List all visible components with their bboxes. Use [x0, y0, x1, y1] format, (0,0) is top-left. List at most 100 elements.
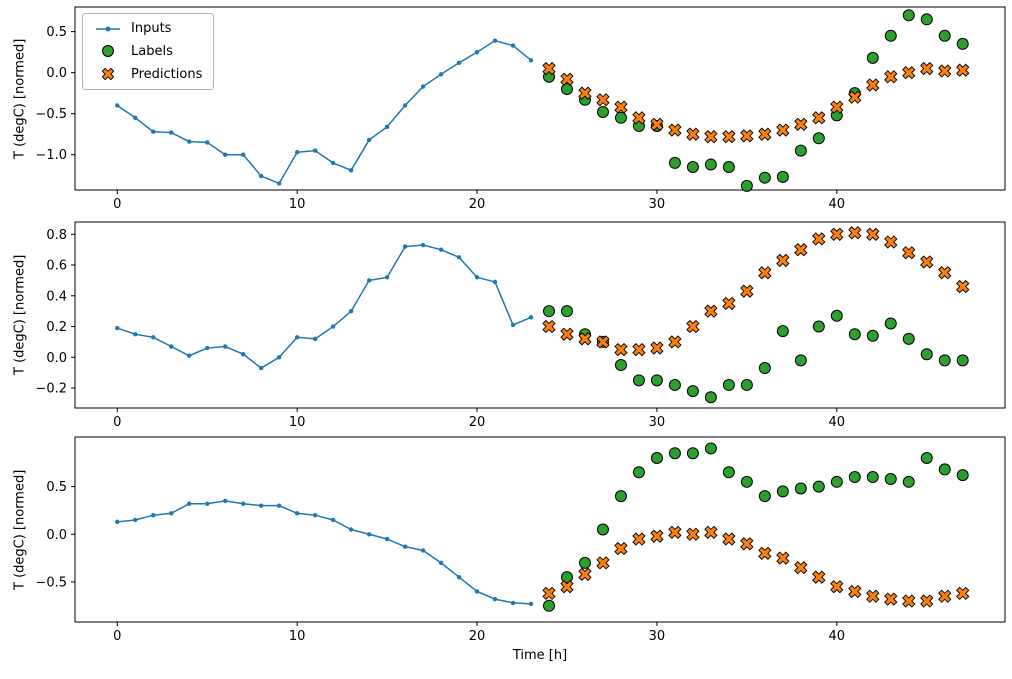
subplot-3-labels-point	[794, 482, 807, 495]
subplot-2-predictions-point	[686, 319, 700, 334]
subplot-1-predictions-point	[956, 63, 970, 77]
subplot-3-labels-point	[884, 472, 897, 485]
subplot-3-predictions-point	[596, 556, 610, 570]
subplot-1-ylabel: T (degC) [normed]	[12, 38, 28, 159]
subplot-2-inputs-point	[133, 332, 138, 337]
subplot-3-predictions-point	[902, 594, 916, 608]
subplot-1-predictions-point	[668, 123, 682, 137]
subplot-2-inputs-point	[402, 244, 408, 249]
subplot-2-labels-point	[866, 329, 879, 342]
subplot-2-predictions-point	[956, 279, 970, 294]
subplot-3-labels-point	[956, 469, 969, 482]
subplot-1-labels-point	[614, 111, 627, 124]
subplot-2-inputs-point	[528, 315, 534, 320]
subplot-1-predictions-point	[650, 117, 664, 131]
subplot-3-labels-point	[758, 490, 771, 503]
subplot-1-labels-point	[884, 29, 897, 42]
subplot-1-inputs-point	[330, 160, 336, 166]
subplot-2-inputs-point	[474, 275, 480, 280]
subplot-1-predictions-point	[704, 130, 718, 144]
subplot-1-inputs-point	[510, 43, 516, 48]
subplot-2-labels-point	[848, 328, 861, 341]
subplot-1-inputs-point	[133, 115, 138, 120]
subplot-3-predictions-point	[812, 570, 826, 584]
subplot-3-inputs-point	[223, 498, 228, 504]
subplot-3-labels-point	[560, 571, 573, 584]
subplot-1-labels-point	[866, 51, 879, 64]
subplot-3-labels-point	[596, 523, 609, 536]
subplot-1-labels-point	[722, 161, 735, 174]
subplot-2-inputs-point	[205, 345, 210, 351]
subplot-2-x-tick-label: 0	[113, 415, 121, 430]
subplot-3-frame	[74, 436, 1006, 623]
subplot-3-predictions-point	[866, 589, 880, 603]
subplot-1-inputs-point	[169, 130, 174, 135]
subplot-1-inputs-point	[205, 140, 210, 145]
subplot-2-predictions-point	[632, 342, 646, 357]
subplot-2-inputs-point	[223, 344, 228, 349]
subplot-3-inputs-point	[169, 511, 174, 516]
subplot-2-predictions-point	[578, 332, 592, 346]
subplot-2-labels-point	[812, 320, 825, 333]
subplot-3-labels-point	[578, 556, 591, 569]
subplot-2-labels-point	[614, 358, 627, 371]
subplot-3-labels-point	[686, 447, 699, 460]
subplot-3-inputs-point	[474, 589, 480, 594]
subplot-2-ylabel: T (degC) [normed]	[12, 254, 28, 376]
subplot-3-inputs-point	[276, 503, 282, 508]
subplot-1-predictions-point	[866, 78, 880, 92]
subplot-1-inputs-point	[474, 49, 480, 55]
subplot-2-inputs-point	[294, 335, 300, 340]
subplot-1-y-tick-label: 0.5	[46, 25, 67, 40]
subplot-2-labels-point	[758, 362, 771, 375]
subplot-1-predictions-point	[938, 64, 952, 78]
subplot-1-inputs-point	[223, 152, 228, 157]
subplot-3-labels-point	[650, 451, 663, 464]
legend-item-inputs: Inputs	[94, 21, 202, 36]
subplot-1-y-tick-label: 0.0	[46, 66, 67, 81]
subplot-3-inputs-point	[133, 517, 138, 523]
subplot-2-inputs-point	[384, 275, 390, 280]
subplot-3-predictions-point	[542, 586, 556, 601]
subplot-2-predictions-point	[596, 335, 610, 349]
subplot-2-labels-point	[650, 374, 663, 387]
subplot-1-labels-point	[794, 144, 807, 157]
subplot-2-inputs-point	[187, 353, 192, 358]
subplot-1-inputs-point	[240, 152, 246, 157]
subplot-1-predictions-point	[848, 90, 862, 104]
subplot-2-labels-point	[902, 332, 915, 345]
subplot-2-inputs-point	[510, 322, 516, 328]
subplot-3-y-tick-label: −0.5	[35, 575, 67, 590]
subplot-2-inputs-point	[312, 336, 318, 342]
subplot-2-inputs-point	[169, 344, 174, 349]
subplot-1-x-tick-label: 0	[113, 197, 121, 212]
subplot-2-predictions-point	[650, 341, 664, 355]
subplot-2-inputs-point	[115, 325, 120, 331]
subplot-1-labels-point	[956, 37, 969, 50]
subplot-3-predictions-point	[614, 541, 628, 556]
subplot-3-y-tick-label: 0.0	[46, 528, 67, 543]
subplot-3-labels-point	[740, 475, 753, 488]
subplot-3-labels-point	[542, 599, 555, 612]
subplot-3-predictions-point	[938, 589, 952, 603]
subplot-2-y-tick-label: 0.8	[46, 228, 67, 243]
subplot-3-inputs-point	[528, 601, 534, 607]
subplot-2-inputs-point	[151, 335, 156, 340]
subplot-2-predictions-point	[812, 232, 826, 246]
subplot-2-labels-point	[560, 305, 573, 318]
subplot-2-inputs-point	[420, 242, 426, 248]
subplot-1-labels-point	[686, 161, 699, 174]
subplot-1-inputs-point	[151, 129, 156, 134]
subplot-1-inputs-point	[366, 137, 372, 143]
subplot-1-x-tick-label: 30	[649, 197, 666, 212]
subplot-2-inputs-point	[492, 279, 498, 285]
subplot-1-predictions-point	[740, 129, 754, 143]
subplot-3-predictions-point	[686, 527, 700, 541]
subplot-3-x-tick-label: 40	[829, 629, 846, 644]
subplot-3-inputs-point	[402, 544, 408, 549]
subplot-3-inputs-point	[294, 511, 300, 516]
subplot-1-predictions-point	[758, 127, 772, 141]
subplot-1-labels-point	[902, 9, 915, 22]
subplot-1-labels-point	[758, 171, 771, 184]
